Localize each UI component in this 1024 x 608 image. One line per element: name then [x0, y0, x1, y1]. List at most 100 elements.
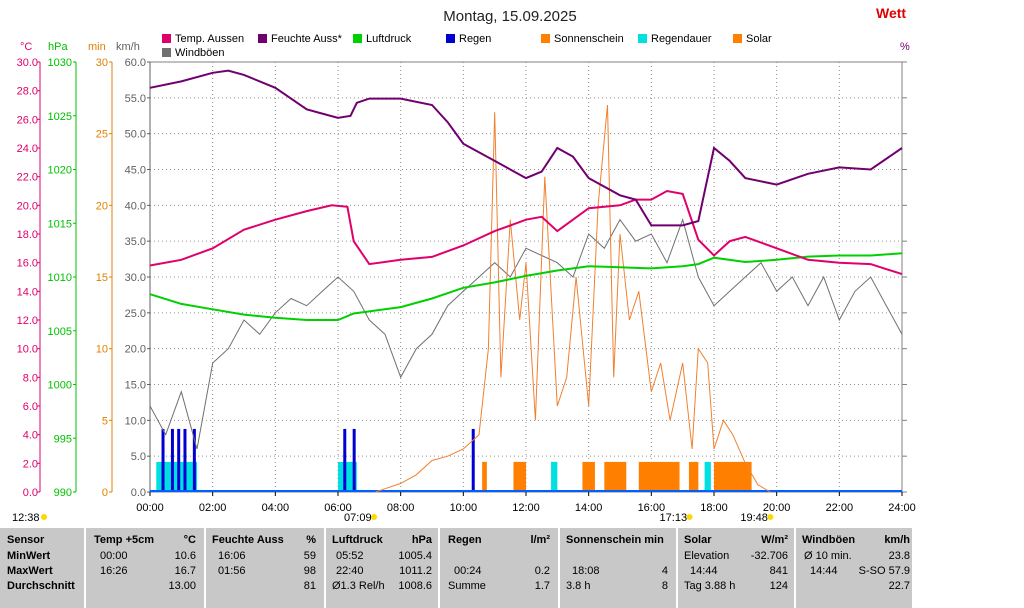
stats-row-label-max: MaxWert	[7, 565, 53, 577]
legend-label: Regen	[459, 33, 491, 45]
x-tick-label: 10:00	[450, 502, 478, 514]
stats-solar-avg-label: Tag 3.88 h	[684, 580, 736, 592]
temp-tick-label: 10.0	[17, 344, 38, 356]
regen-bar	[170, 428, 174, 492]
sun-marker	[371, 514, 378, 520]
stats-col-regen: Regen l/m² 00:24 0.2 Summe 1.7	[440, 528, 560, 608]
stats-wind-min-label: Ø 10 min.	[804, 550, 852, 562]
x-tick-label: 12:00	[512, 502, 540, 514]
minutes-tick-label: 10	[96, 344, 108, 356]
stats-col-sensor: Sensor MinWert MaxWert Durchschnitt	[0, 528, 86, 608]
minutes-tick-label: 15	[96, 272, 108, 284]
stats-header-solar: Solar	[684, 534, 712, 546]
windboeen-line	[149, 218, 903, 450]
pressure-tick-label: 995	[54, 433, 72, 445]
legend-swatch	[446, 34, 455, 43]
legend-label: Sonnenschein	[554, 33, 624, 45]
sonnenschein-bar	[513, 461, 526, 492]
stats-header-wind: Windböen	[802, 534, 856, 546]
sonnenschein-bar	[688, 461, 699, 492]
temp-tick-label: 18.0	[17, 229, 38, 241]
pressure-tick-label: 1015	[48, 218, 72, 230]
wind-tick-label: 40.0	[125, 200, 146, 212]
pressure-tick-label: 990	[54, 487, 72, 499]
x-tick-label: 20:00	[763, 502, 791, 514]
stats-row-label-avg: Durchschnitt	[7, 580, 75, 592]
stats-col-solar: Solar W/m² Elevation -32.706 14:44 841 T…	[678, 528, 796, 608]
regen-bar	[343, 428, 347, 492]
regendauer-bar	[551, 461, 558, 492]
series-lines	[149, 69, 903, 493]
pressure-tick-label: 1020	[48, 165, 72, 177]
bar-marks	[150, 428, 902, 492]
sun-marker	[686, 514, 693, 520]
wind-tick-label: 15.0	[125, 380, 146, 392]
x-tick-label: 06:00	[324, 502, 352, 514]
x-tick-label: 04:00	[262, 502, 290, 514]
x-tick-label: 08:00	[387, 502, 415, 514]
minutes-tick-label: 0	[102, 487, 108, 499]
x-tick-label: 18:00	[700, 502, 728, 514]
stats-unit-solar: W/m²	[761, 534, 788, 546]
stats-luftdruck-avg-label: Ø1.3 Rel/h	[332, 580, 385, 592]
stats-wind-avg-value: 22.7	[888, 580, 910, 592]
temp-tick-label: 4.0	[23, 430, 38, 442]
temp-tick-label: 24.0	[17, 143, 38, 155]
feuchte-line	[149, 69, 903, 227]
x-axis: 00:00 02:00 04:00 06:00 08:00 10:00 12:00 14:00…	[136, 492, 916, 514]
regen-bar	[177, 428, 181, 492]
chart-title: Montag, 15.09.2025	[443, 8, 576, 25]
minutes-tick-label: 20	[96, 200, 108, 212]
sonnenschein-bar	[482, 461, 487, 492]
minutes-tick-label: 25	[96, 129, 108, 141]
minutes-tick-label: 5	[102, 415, 108, 427]
regen-bar	[352, 428, 356, 492]
legend-swatch	[162, 34, 171, 43]
legend-label: Regendauer	[651, 33, 712, 45]
x-tick-label: 24:00	[888, 502, 916, 514]
stats-solar-min-value: -32.706	[750, 550, 788, 562]
stats-wind-min-value: 23.8	[888, 550, 910, 562]
legend-swatch	[733, 34, 742, 43]
stats-sonne-avg-label: 3.8 h	[566, 580, 591, 592]
sonnenschein-bar	[714, 461, 752, 492]
x-tick-label: 22:00	[826, 502, 854, 514]
stats-row-label-min: MinWert	[7, 550, 51, 562]
legend-label: Solar	[746, 33, 772, 45]
stats-unit-regen: l/m²	[530, 534, 550, 546]
pressure-tick-label: 1005	[48, 326, 72, 338]
stats-temp-min-time: 00:00	[100, 550, 128, 562]
stats-wind-max-value: S-SO 57.9	[858, 565, 910, 577]
stats-header-regen: Regen	[448, 534, 482, 546]
stats-temp-min-value: 10.6	[174, 550, 196, 562]
pressure-tick-label: 1025	[48, 111, 72, 123]
stats-col-luftdruck: Luftdruck hPa 05:52 1005.4 22:40 1011.2 …	[326, 528, 440, 608]
stats-feuchte-min-value: 59	[303, 550, 316, 562]
stats-unit-wind: km/h	[884, 534, 910, 546]
stats-regen-avg-label: Summe	[448, 580, 486, 592]
stats-header-sonne: Sonnenschein min	[566, 534, 664, 546]
stats-temp-max-time: 16:26	[100, 565, 128, 577]
temp-tick-label: 16.0	[17, 258, 38, 270]
wind-tick-label: 0.0	[131, 487, 146, 499]
regendauer-bar	[338, 461, 357, 492]
wind-tick-label: 45.0	[125, 165, 146, 177]
legend-label: Feuchte Auss*	[271, 33, 343, 45]
stats-col-sonne: Sonnenschein min 18:08 4 3.8 h 8	[560, 528, 678, 608]
stats-col-feuchte: Feuchte Auss % 16:06 59 01:56 98 81	[206, 528, 326, 608]
stats-temp-max-value: 16.7	[174, 565, 196, 577]
regen-bar	[471, 428, 475, 492]
temp-tick-label: 12.0	[17, 315, 38, 327]
stats-wind-max-time: 14:44	[810, 565, 838, 577]
stats-unit-luftdruck: hPa	[411, 534, 432, 546]
stats-feuchte-max-value: 98	[303, 565, 316, 577]
stats-regen-max-value: 0.2	[534, 565, 550, 577]
wind-tick-label: 30.0	[125, 272, 146, 284]
stats-sonne-avg-value: 8	[661, 580, 668, 592]
regen-bar	[183, 428, 187, 492]
stats-header-luftdruck: Luftdruck	[332, 534, 383, 546]
temp-tick-label: 2.0	[23, 458, 38, 470]
temp-tick-label: 14.0	[17, 286, 38, 298]
wind-tick-label: 10.0	[125, 415, 146, 427]
legend-swatch	[162, 48, 171, 57]
